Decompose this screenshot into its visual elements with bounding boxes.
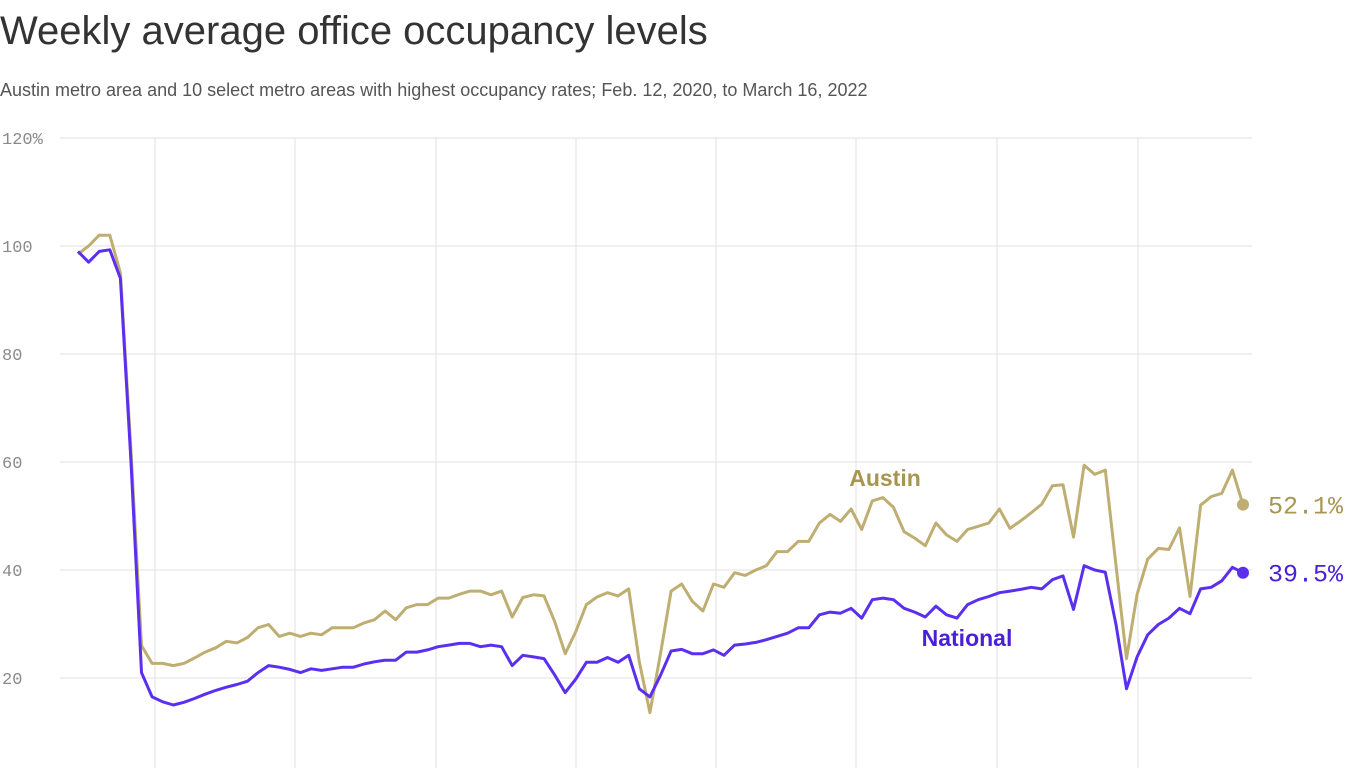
series-line — [76, 248, 1244, 707]
y-tick-label: 60 — [2, 455, 22, 474]
chart-subtitle: Austin metro area and 10 select metro ar… — [0, 80, 868, 100]
y-tick-label: 100 — [2, 239, 33, 258]
end-dot — [1237, 566, 1249, 579]
end-label: 39.5% — [1268, 561, 1344, 590]
y-tick-label: 120% — [2, 131, 44, 150]
end-dot — [1237, 498, 1249, 511]
series-label: National — [922, 625, 1013, 651]
y-tick-label: 40 — [2, 563, 22, 582]
y-tick-label: 80 — [2, 347, 22, 366]
end-label: 52.1% — [1268, 493, 1344, 522]
chart-title: Weekly average office occupancy levels — [0, 9, 708, 53]
series-line — [77, 233, 1245, 715]
series-label: Austin — [849, 465, 921, 491]
y-tick-label: 20 — [2, 671, 22, 690]
